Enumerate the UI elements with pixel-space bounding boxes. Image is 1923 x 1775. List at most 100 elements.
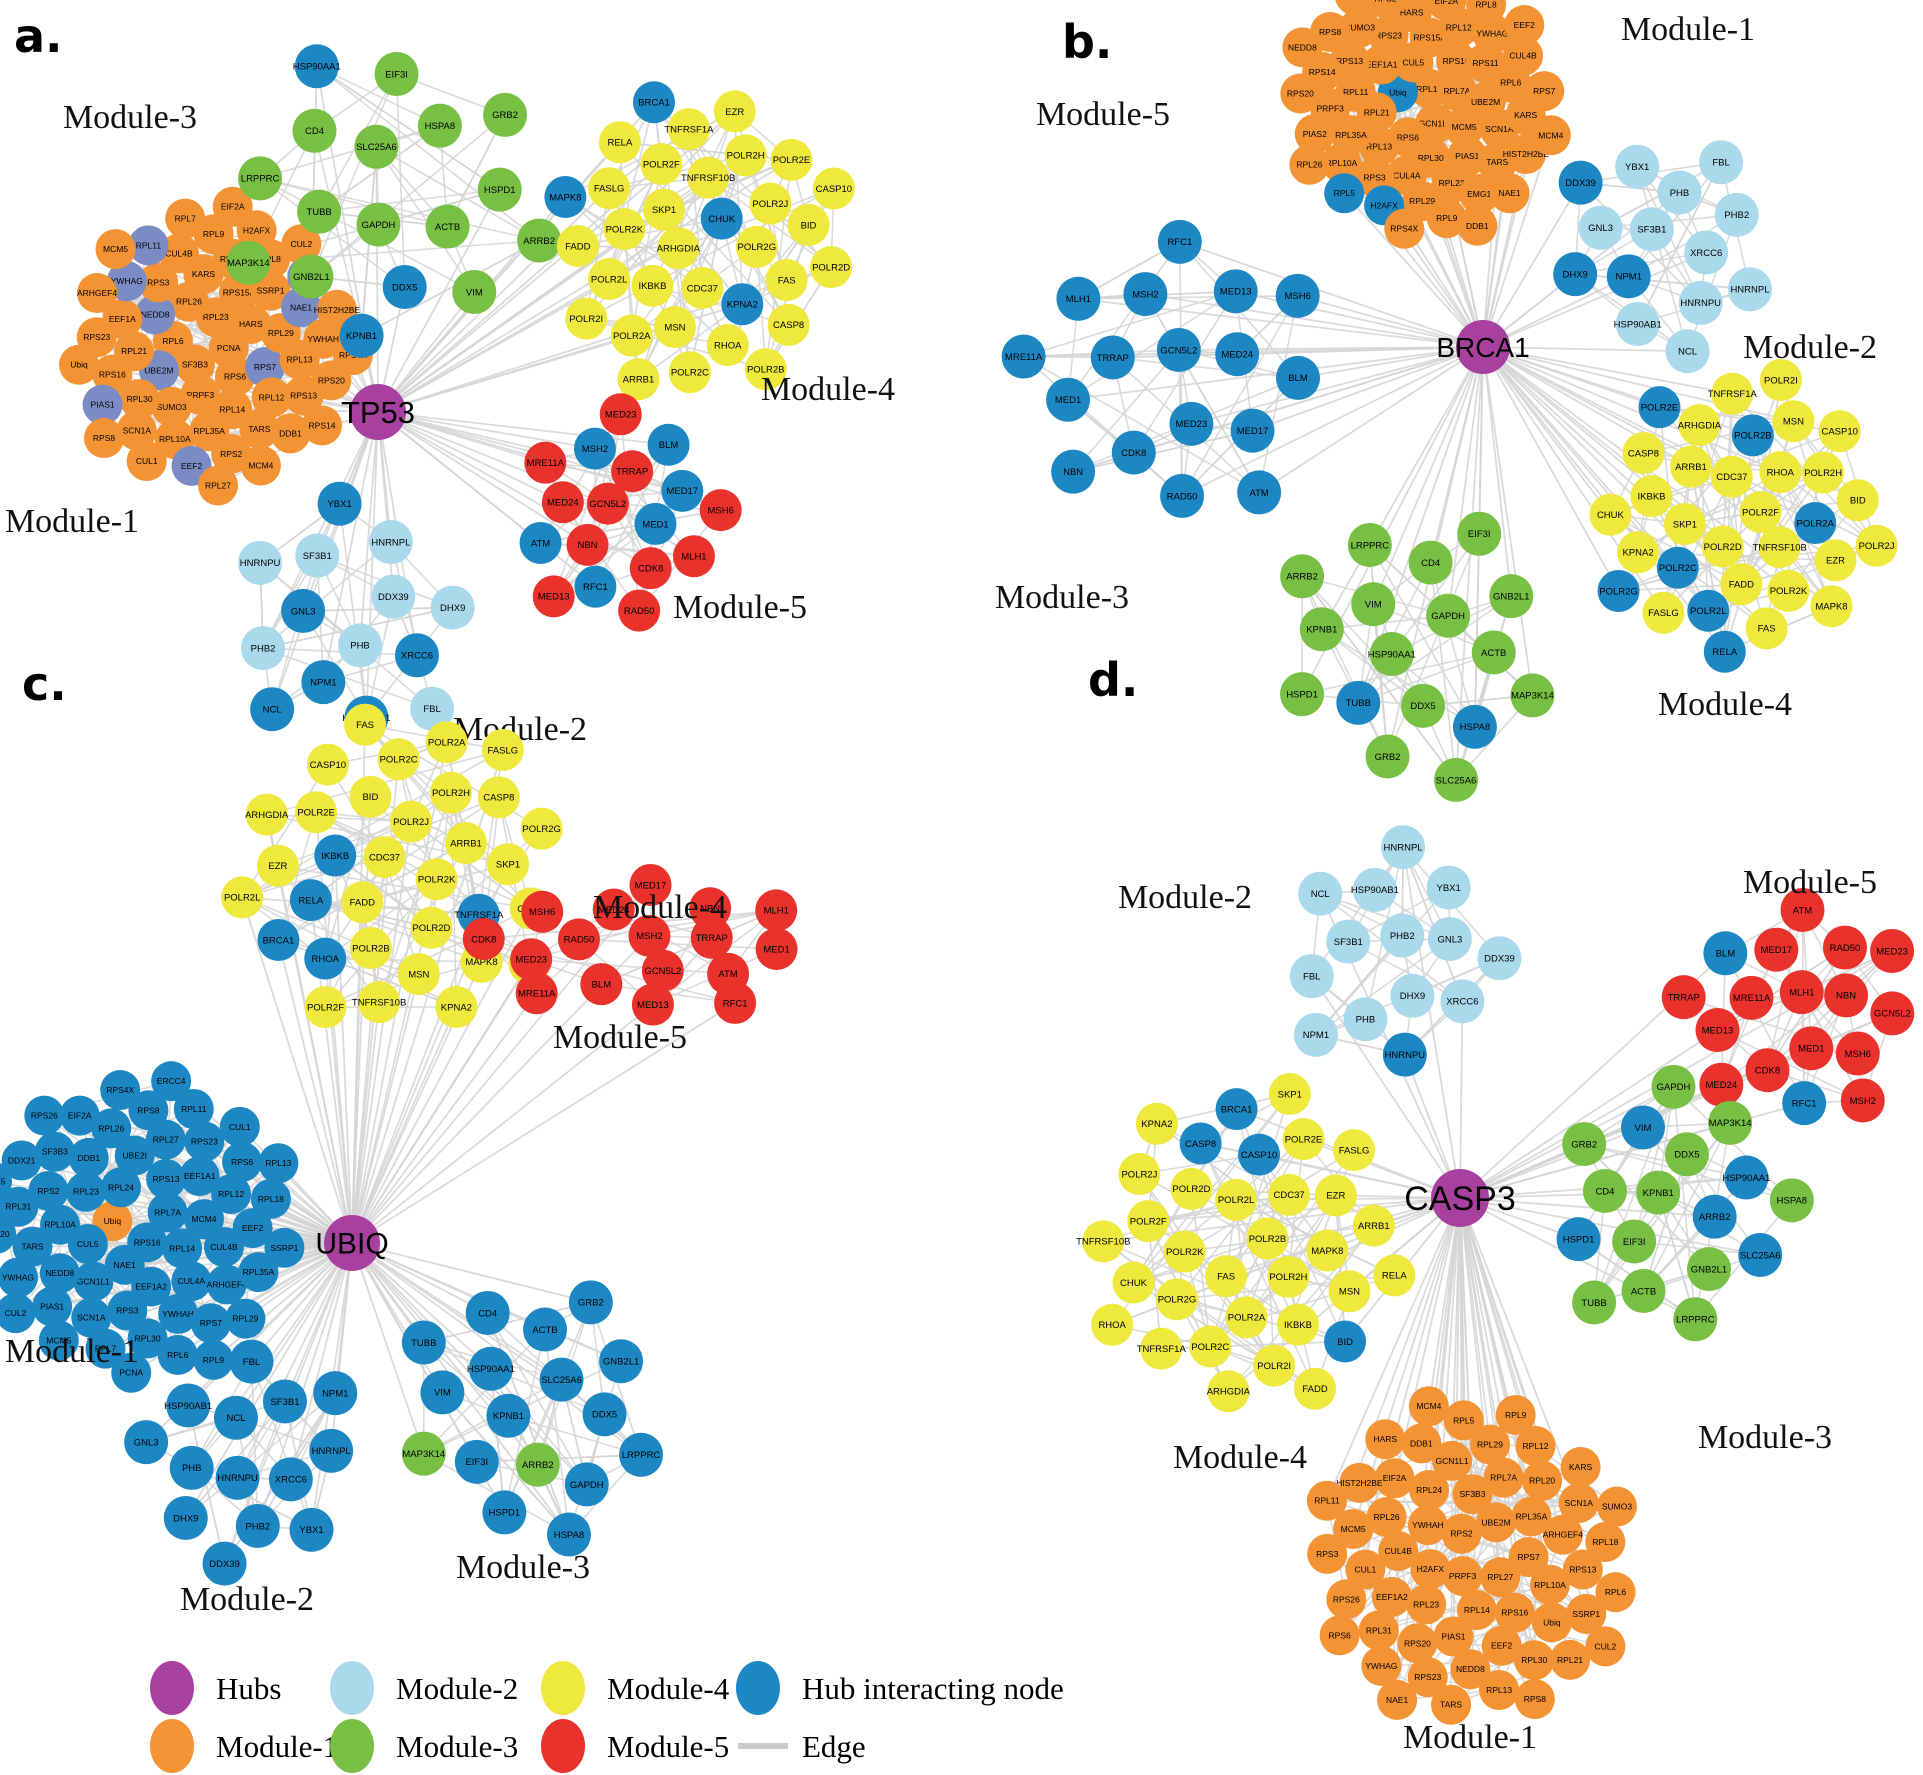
node-HSPD1[interactable]: HSPD1 (1280, 672, 1325, 717)
node-POLR2H[interactable]: POLR2H (429, 771, 472, 814)
node-RPL18[interactable]: RPL18 (250, 1178, 291, 1219)
node-GNL3[interactable]: GNL3 (124, 1420, 169, 1465)
node-GAPDH[interactable]: GAPDH (1426, 593, 1471, 638)
node-ACTB[interactable]: ACTB (523, 1307, 568, 1352)
node-BRCA1[interactable]: BRCA1 (632, 81, 675, 124)
node-VIM[interactable]: VIM (1620, 1105, 1665, 1150)
node-GRB2[interactable]: GRB2 (1562, 1122, 1607, 1167)
node-ACTB[interactable]: ACTB (1621, 1268, 1666, 1313)
node-NCL[interactable]: NCL (213, 1395, 258, 1440)
node-RHOA[interactable]: RHOA (706, 324, 749, 367)
node-MAP3K14[interactable]: MAP3K14 (1708, 1100, 1753, 1145)
node-RPS7[interactable]: RPS7 (1524, 71, 1565, 112)
node-MED24[interactable]: MED24 (1215, 332, 1260, 377)
node-YWHAG[interactable]: YWHAG (1361, 1645, 1402, 1686)
node-ARRB2[interactable]: ARRB2 (1280, 554, 1325, 599)
node-KARS[interactable]: KARS (1560, 1447, 1601, 1488)
node-DDX5[interactable]: DDX5 (1664, 1132, 1709, 1177)
node-NCL[interactable]: NCL (1298, 871, 1343, 916)
node-DDX39[interactable]: DDX39 (202, 1541, 247, 1586)
node-EZR[interactable]: EZR (1314, 1174, 1357, 1217)
node-EEF2[interactable]: EEF2 (1504, 5, 1545, 46)
node-POLR2F[interactable]: POLR2F (640, 143, 683, 186)
node-POLR2J[interactable]: POLR2J (1855, 524, 1898, 567)
node-DDX39[interactable]: DDX39 (1558, 160, 1603, 205)
node-HNRNPU[interactable]: HNRNPU (1382, 1032, 1427, 1077)
node-CDC37[interactable]: CDC37 (363, 836, 406, 879)
node-RPS8[interactable]: RPS8 (84, 418, 125, 459)
node-RELA[interactable]: RELA (598, 121, 641, 164)
node-POLR2G[interactable]: POLR2G (1155, 1278, 1198, 1321)
node-BID[interactable]: BID (787, 203, 830, 246)
node-MAPK8[interactable]: MAPK8 (544, 176, 587, 219)
node-RPS4X[interactable]: RPS4X (100, 1070, 141, 1111)
node-KPNB1[interactable]: KPNB1 (339, 313, 384, 358)
node-SLC25A6[interactable]: SLC25A6 (1738, 1232, 1783, 1277)
node-PHB[interactable]: PHB (1343, 997, 1388, 1042)
node-RPL13[interactable]: RPL13 (258, 1143, 299, 1184)
node-MSH6[interactable]: MSH6 (699, 489, 742, 532)
node-DDX39[interactable]: DDX39 (371, 574, 416, 619)
node-ARHGDIA[interactable]: ARHGDIA (245, 793, 289, 836)
node-PHB[interactable]: PHB (169, 1445, 214, 1490)
node-MLH1[interactable]: MLH1 (1779, 970, 1824, 1015)
node-POLR2E[interactable]: POLR2E (770, 138, 813, 181)
node-TUBB[interactable]: TUBB (297, 189, 342, 234)
node-YBX1[interactable]: YBX1 (317, 481, 362, 526)
node-POLR2H[interactable]: POLR2H (1802, 451, 1845, 494)
node-RPS20[interactable]: RPS20 (1397, 1623, 1438, 1664)
node-XRCC6[interactable]: XRCC6 (394, 633, 439, 678)
node-PHB2[interactable]: PHB2 (235, 1503, 280, 1548)
node-PIAS1[interactable]: PIAS1 (32, 1286, 73, 1327)
node-CASP10[interactable]: CASP10 (1818, 410, 1861, 453)
node-MED1[interactable]: MED1 (1046, 377, 1091, 422)
node-PHB[interactable]: PHB (1657, 170, 1702, 215)
node-SKP1[interactable]: SKP1 (642, 188, 685, 231)
node-RPS14[interactable]: RPS14 (301, 405, 342, 446)
node-POLR2L[interactable]: POLR2L (1215, 1178, 1258, 1221)
node-MSH6[interactable]: MSH6 (521, 890, 564, 933)
node-MED1[interactable]: MED1 (755, 928, 798, 971)
node-MED17[interactable]: MED17 (1754, 927, 1799, 972)
node-BLM[interactable]: BLM (1703, 931, 1748, 976)
node-Ubiq[interactable]: Ubiq (1531, 1602, 1572, 1643)
node-MAP3K14[interactable]: MAP3K14 (226, 240, 271, 285)
node-TRRAP[interactable]: TRRAP (611, 450, 654, 493)
node-ATM[interactable]: ATM (1237, 470, 1282, 515)
node-LRPPRC[interactable]: LRPPRC (238, 156, 283, 201)
node-HNRNPU[interactable]: HNRNPU (215, 1455, 260, 1500)
node-MCM5[interactable]: MCM5 (95, 229, 136, 270)
node-TRRAP[interactable]: TRRAP (1090, 335, 1135, 380)
node-PHB[interactable]: PHB (338, 623, 383, 668)
node-SLC25A6[interactable]: SLC25A6 (354, 124, 399, 169)
node-DHX9[interactable]: DHX9 (1553, 252, 1598, 297)
node-MCM4[interactable]: MCM4 (240, 445, 281, 486)
node-DDB1[interactable]: DDB1 (1401, 1423, 1442, 1464)
node-NCL[interactable]: NCL (250, 687, 295, 732)
node-MED23[interactable]: MED23 (1870, 929, 1915, 974)
node-Ubiq[interactable]: Ubiq (59, 344, 100, 385)
node-CDK8[interactable]: CDK8 (1111, 430, 1156, 475)
node-SKP1[interactable]: SKP1 (1663, 502, 1706, 545)
node-NBN[interactable]: NBN (566, 523, 609, 566)
node-MSH2[interactable]: MSH2 (573, 427, 616, 470)
node-SF3B1[interactable]: SF3B1 (262, 1379, 307, 1424)
node-MED17[interactable]: MED17 (1230, 408, 1275, 453)
node-RPL13[interactable]: RPL13 (1479, 1669, 1520, 1710)
node-VIM[interactable]: VIM (420, 1370, 465, 1415)
node-MLH1[interactable]: MLH1 (1056, 276, 1101, 321)
node-RPL6[interactable]: RPL6 (1595, 1572, 1636, 1613)
node-IKBKB[interactable]: IKBKB (1276, 1303, 1319, 1346)
node-NEDD8[interactable]: NEDD8 (1282, 27, 1323, 68)
node-HSPA8[interactable]: HSPA8 (1452, 704, 1497, 749)
node-ARRB2[interactable]: ARRB2 (515, 1442, 560, 1487)
node-MED24[interactable]: MED24 (1699, 1062, 1744, 1107)
node-POLR2G[interactable]: POLR2G (520, 807, 563, 850)
node-RPL5[interactable]: RPL5 (1443, 1400, 1484, 1441)
node-EIF2A[interactable]: EIF2A (1374, 1458, 1415, 1499)
node-ATM[interactable]: ATM (519, 521, 562, 564)
node-IKBKB[interactable]: IKBKB (631, 264, 674, 307)
node-RHOA[interactable]: RHOA (304, 937, 347, 980)
node-RPL23[interactable]: RPL23 (1406, 1584, 1447, 1625)
node-MED1[interactable]: MED1 (634, 502, 677, 545)
